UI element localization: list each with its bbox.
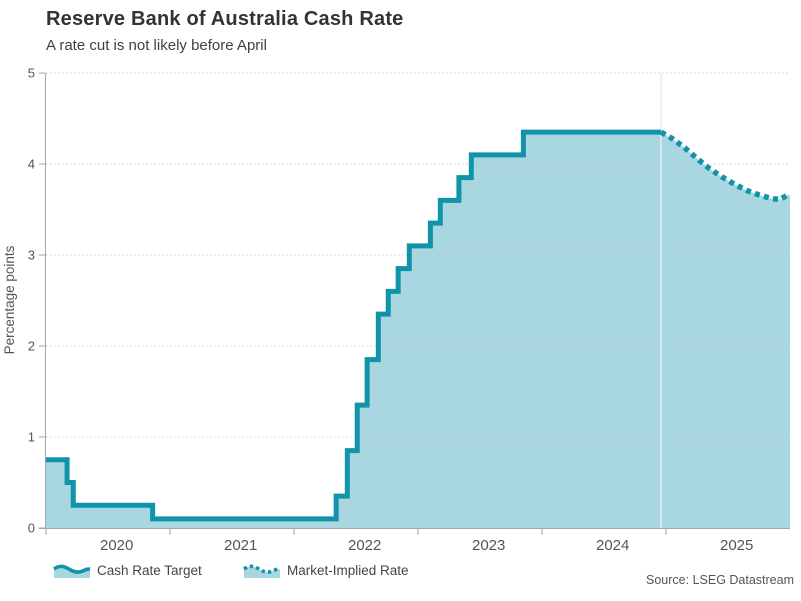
legend-label: Market-Implied Rate bbox=[287, 562, 409, 578]
dotted-line-swatch-icon bbox=[242, 564, 281, 578]
y-tick-label-5: 5 bbox=[28, 66, 35, 81]
x-tick-label-2021: 2021 bbox=[224, 537, 257, 554]
cash-rate-target-line bbox=[46, 129, 662, 522]
y-axis-title: Percentage points bbox=[2, 245, 17, 354]
chart-title: Reserve Bank of Australia Cash Rate bbox=[46, 8, 404, 30]
swatch-line-wave bbox=[242, 564, 281, 574]
legend-item-cash-rate-target: Cash Rate Target bbox=[52, 559, 202, 581]
solid-line-swatch-icon bbox=[52, 564, 91, 578]
chart-subtitle: A rate cut is not likely before April bbox=[46, 37, 267, 54]
x-tick-label-2025: 2025 bbox=[720, 537, 753, 554]
x-tick-label-2022: 2022 bbox=[348, 537, 381, 554]
legend-item-market-implied-rate: Market-Implied Rate bbox=[242, 559, 409, 581]
x-tick-label-2023: 2023 bbox=[472, 537, 505, 554]
x-tick-label-2020: 2020 bbox=[100, 537, 133, 554]
legend-label: Cash Rate Target bbox=[97, 562, 202, 578]
y-tick-label-3: 3 bbox=[28, 248, 35, 263]
y-tick-label-4: 4 bbox=[28, 157, 35, 172]
y-tick-label-1: 1 bbox=[28, 430, 35, 445]
y-tick-label-2: 2 bbox=[28, 339, 35, 354]
area-fill bbox=[46, 132, 790, 528]
swatch-line-wave bbox=[52, 564, 91, 574]
legend: Cash Rate Target Market-Implied Rate bbox=[0, 559, 801, 581]
x-tick-label-2024: 2024 bbox=[596, 537, 629, 554]
y-tick-label-0: 0 bbox=[28, 521, 35, 536]
source-attribution: Source: LSEG Datastream bbox=[646, 573, 794, 587]
